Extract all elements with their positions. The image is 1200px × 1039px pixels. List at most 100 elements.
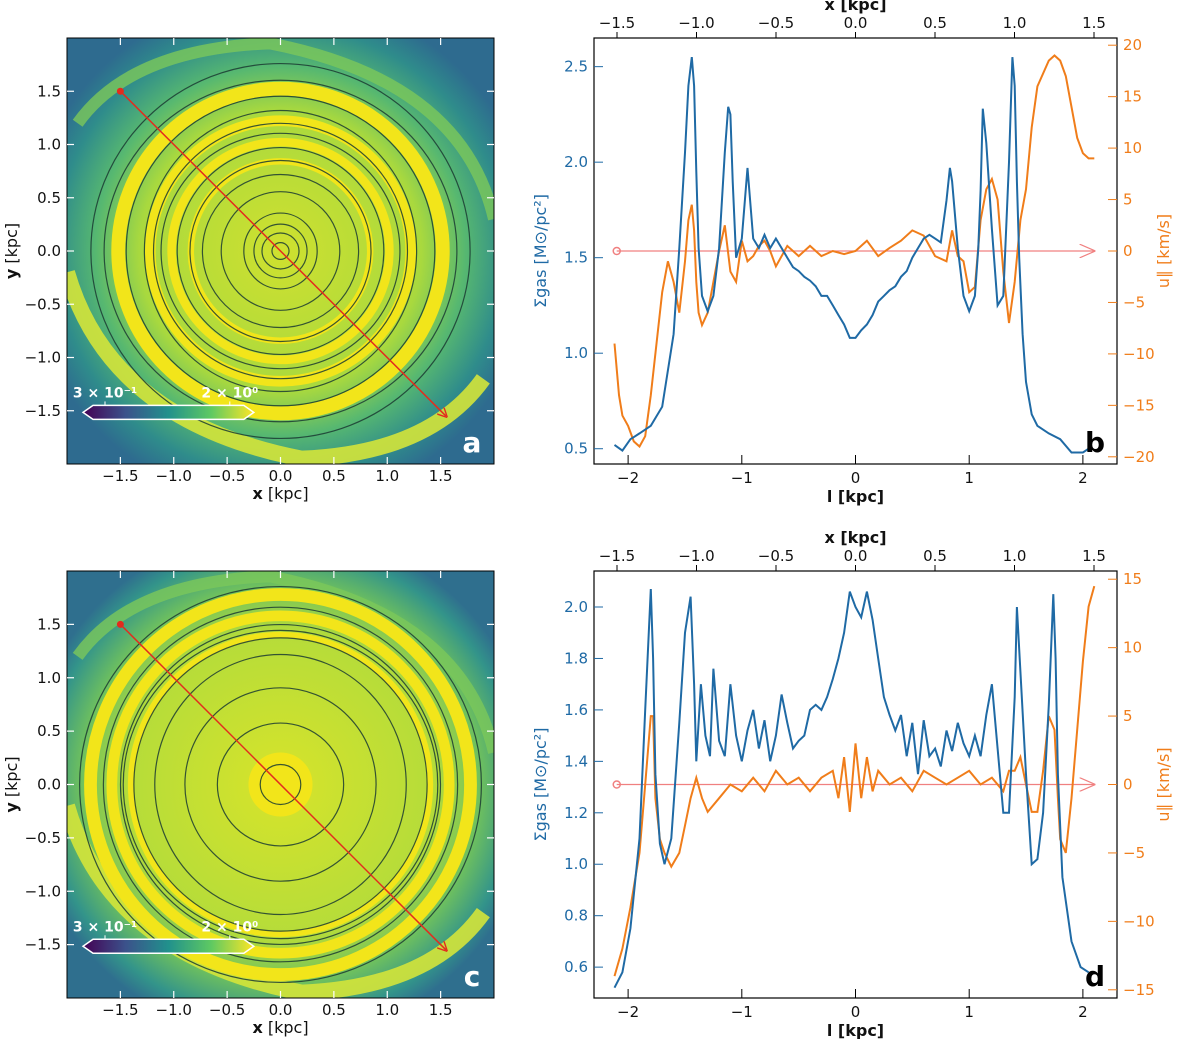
density-contour-3 (243, 212, 318, 290)
top-tick-label: 0.0 (844, 547, 868, 565)
right-tick-label: 15 (1123, 570, 1142, 588)
density-contour-3 (154, 653, 407, 916)
colorbar-min-label: 3 × 10⁻¹ (73, 919, 137, 935)
left-tick-label: 1.2 (564, 804, 588, 822)
panel-letter: a (463, 426, 482, 459)
profile-arrow (119, 90, 446, 416)
density-contour-5 (122, 629, 439, 940)
left-tick-label: 1.0 (564, 344, 588, 362)
x-tick-label: −0.5 (209, 1001, 245, 1019)
density-contour-7 (176, 146, 385, 356)
x-axis-label: l [kpc] (827, 487, 884, 506)
right-axis-label: u∥ [km/s] (1154, 214, 1173, 288)
left-tick-label: 2.0 (564, 153, 588, 171)
x-tick-label: 2 (1078, 469, 1088, 487)
x-tick-label: 0.0 (269, 1001, 293, 1019)
map-image: 3 × 10⁻¹ 2 × 10⁰ c (67, 571, 494, 998)
left-tick-label: 0.6 (564, 958, 588, 976)
y-tick-label: −1.0 (25, 349, 61, 367)
x-tick-label: −2 (617, 1003, 639, 1021)
left-tick-label: 2.0 (564, 598, 588, 616)
top-tick-label: −1.0 (678, 14, 714, 32)
left-tick-label: 0.5 (564, 440, 588, 458)
x-tick-label: −1.0 (156, 1001, 192, 1019)
x-tick-label: 0.5 (322, 467, 346, 485)
colorbar (81, 938, 256, 955)
top-tick-label: 1.0 (1003, 14, 1027, 32)
plot-lines (612, 54, 1094, 454)
density-contour-2 (253, 223, 308, 279)
density-contour-7 (102, 606, 459, 963)
right-tick-label: 5 (1123, 707, 1133, 725)
x-axis-label: l [kpc] (827, 1021, 884, 1039)
top-tick-label: −1.5 (599, 547, 635, 565)
top-axis-label: x [kpc] (824, 0, 886, 14)
density-contour-2 (184, 687, 377, 882)
x-tick-label: −0.5 (209, 467, 245, 485)
colorbar-max-label: 2 × 10⁰ (201, 385, 258, 401)
right-tick-label: −15 (1123, 396, 1155, 414)
density-contour-0 (271, 241, 290, 261)
left-tick-label: 2.5 (564, 58, 588, 76)
top-tick-label: 0.5 (923, 547, 947, 565)
y-axis-label: y [kpc] (2, 223, 21, 279)
bright-ring-2 (167, 137, 394, 365)
density-contour-4 (133, 637, 428, 932)
y-tick-label: 1.5 (37, 82, 61, 100)
density-contour-1 (216, 722, 345, 847)
density-contour-8 (79, 585, 482, 984)
top-tick-label: 1.5 (1082, 14, 1106, 32)
y-tick-label: 0.5 (37, 189, 61, 207)
x-tick-label: 1 (964, 1003, 974, 1021)
bright-ring-1 (106, 610, 455, 959)
x-tick-label: 0 (851, 1003, 861, 1021)
right-tick-label: 5 (1123, 191, 1133, 209)
x-tick-label: 0.0 (269, 467, 293, 485)
left-tick-label: 1.5 (564, 249, 588, 267)
density-contour-11 (125, 95, 436, 407)
panel-letter: c (464, 960, 481, 993)
left-axis-label: Σgas [M⊙/pc²] (531, 728, 550, 842)
x-axis-label: x [kpc] (252, 1018, 308, 1037)
density-contour-8 (160, 132, 401, 370)
top-axis-label: x [kpc] (824, 528, 886, 547)
top-tick-label: −1.5 (599, 14, 635, 32)
x-tick-label: 0.5 (322, 1001, 346, 1019)
right-tick-label: 15 (1123, 88, 1142, 106)
bright-ring-3 (248, 752, 313, 817)
left-tick-label: 1.4 (564, 752, 588, 770)
density-contour-9 (152, 122, 409, 380)
panel-c-density-map: 3 × 10⁻¹ 2 × 10⁰ c −1.5 −1.0 −0.5 0.0 0.5 1.0 1.5… (2, 570, 495, 1037)
right-tick-label: −20 (1123, 448, 1155, 466)
map-image: 3 × 10⁻¹ 2 × 10⁰ a (67, 38, 494, 464)
bright-ring-0 (111, 81, 450, 421)
zero-arrow-start (612, 246, 621, 256)
panel-a-density-map: 3 × 10⁻¹ 2 × 10⁰ a −1.5 −1.0 −0.5 0.0 0.5 1.0 1.5… (2, 37, 495, 503)
x-tick-label: −2 (617, 469, 639, 487)
bright-ring-1 (144, 115, 417, 387)
density-series-line (613, 56, 1090, 454)
zero-arrow-start (612, 780, 621, 789)
y-tick-label: −0.5 (25, 295, 61, 313)
bright-ring-3 (187, 158, 374, 344)
density-contour-12 (103, 79, 458, 423)
right-tick-label: −5 (1123, 293, 1145, 311)
panel-letter: b (1085, 426, 1105, 459)
y-tick-label: 1.5 (37, 615, 61, 633)
x-tick-label: 2 (1078, 1003, 1088, 1021)
panel-d-profile-plot: −2 −1 0 1 2−1.5 −1.0 −0.5 0.0 0.5 1.0 1.50.60.81.0… (531, 528, 1173, 1039)
plot-lines (612, 585, 1094, 989)
x-tick-label: 1.5 (429, 1001, 453, 1019)
top-tick-label: 0.0 (844, 14, 868, 32)
density-contour-4 (220, 191, 341, 311)
y-tick-label: −1.0 (25, 882, 61, 900)
colorbar-max-label: 2 × 10⁰ (201, 919, 258, 935)
top-tick-label: −0.5 (758, 14, 794, 32)
right-tick-label: −15 (1123, 981, 1155, 999)
right-tick-label: 10 (1123, 139, 1142, 157)
y-tick-label: 1.0 (37, 669, 61, 687)
x-tick-label: 0 (851, 469, 861, 487)
spiral-arm-lower (67, 270, 490, 464)
y-tick-label: −0.5 (25, 829, 61, 847)
x-tick-label: −1.5 (102, 1001, 138, 1019)
